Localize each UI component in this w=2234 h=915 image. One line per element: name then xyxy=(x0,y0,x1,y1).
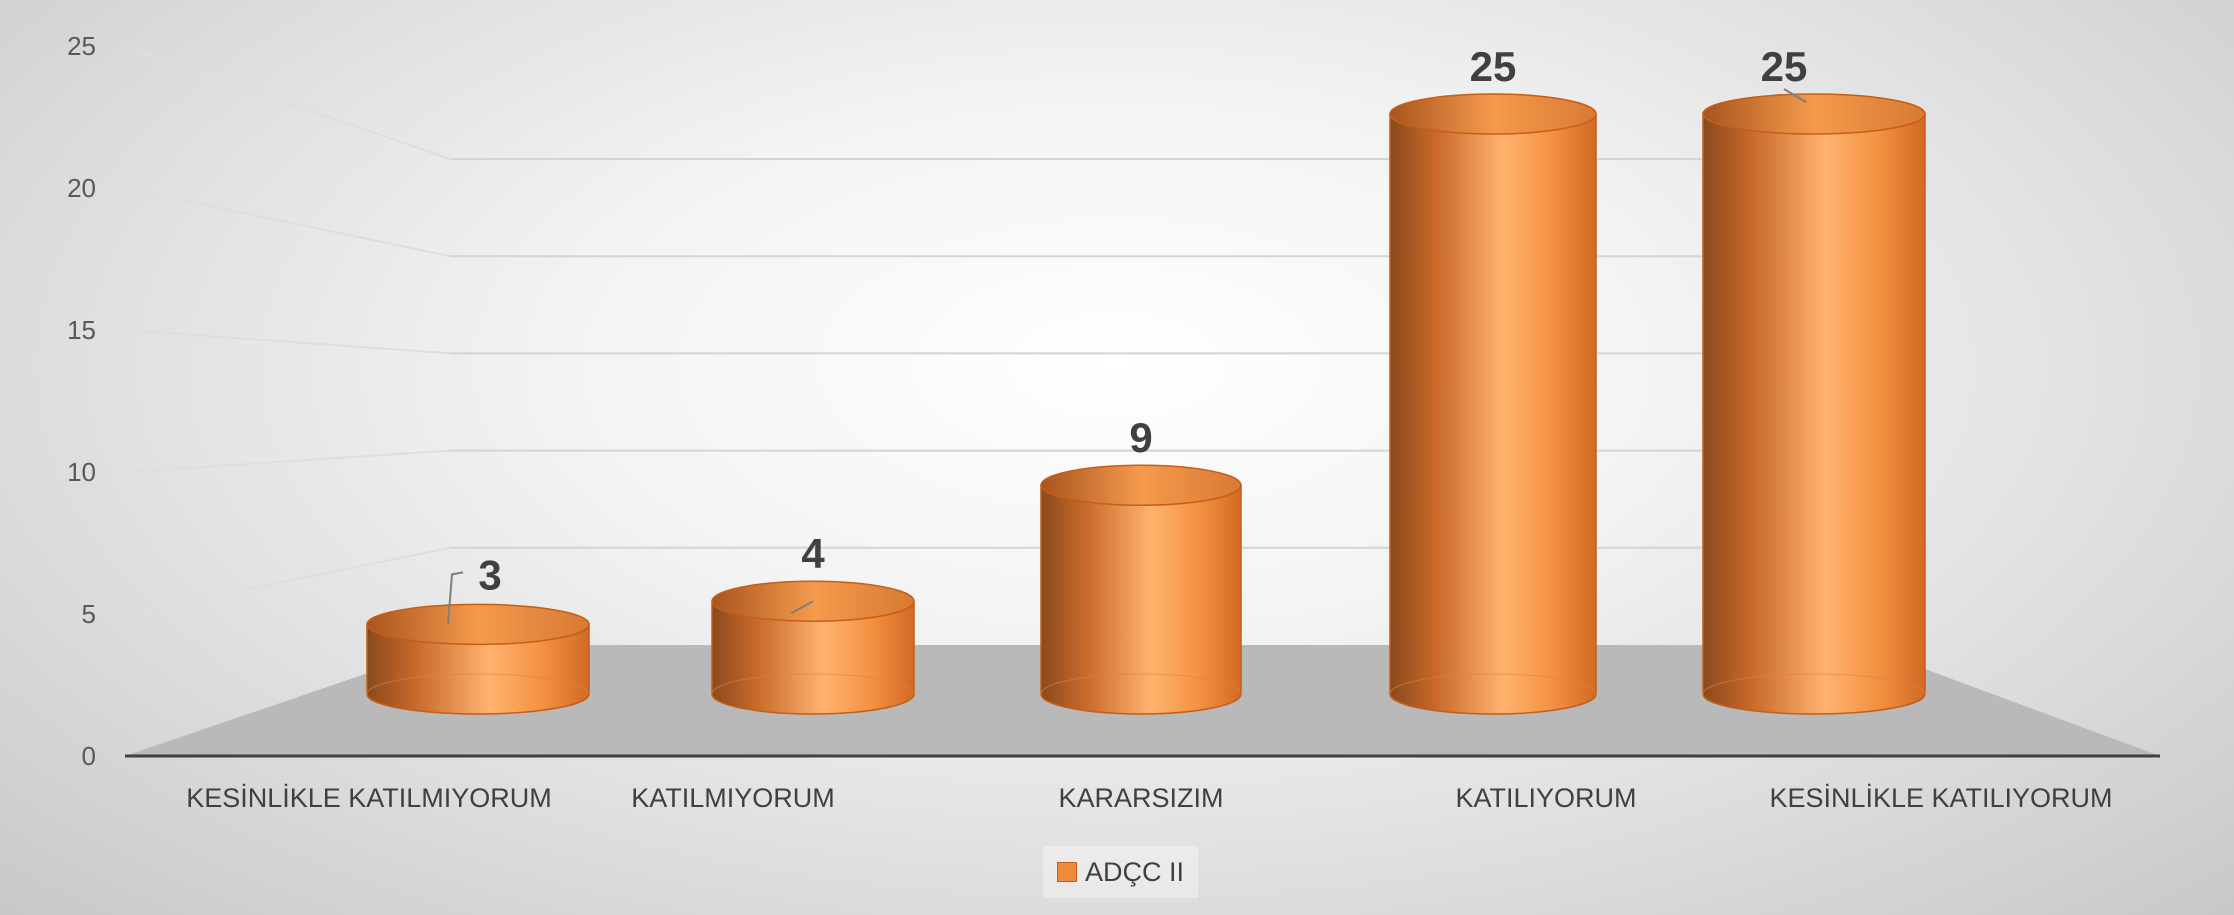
y-tick-label: 15 xyxy=(67,315,96,345)
y-tick-label: 25 xyxy=(67,31,96,61)
labels: 0 5 10 15 20 25 3 4 9 25 25 KESİNLİKLE KATILMIYORUM… xyxy=(67,31,2112,813)
data-label: 25 xyxy=(1761,43,1808,90)
data-label: 9 xyxy=(1129,414,1152,461)
y-tick-label: 20 xyxy=(67,173,96,203)
bar xyxy=(1389,93,1597,715)
data-label: 4 xyxy=(801,530,825,577)
x-category-label: KESİNLİKLE KATILMIYORUM xyxy=(186,782,552,813)
bars xyxy=(366,93,1926,715)
grid-lines xyxy=(124,45,1860,615)
gridline-diagonal xyxy=(124,449,451,473)
legend-entry: ADÇC II xyxy=(1085,856,1185,887)
x-category-label: KARARSIZIM xyxy=(1058,783,1223,813)
gridline-diagonal xyxy=(124,546,451,615)
bar xyxy=(1702,93,1926,715)
gridline-diagonal xyxy=(124,45,451,160)
y-tick-label: 10 xyxy=(67,457,96,487)
x-category-label: KATILIYORUM xyxy=(1455,783,1636,813)
x-category-label: KESİNLİKLE KATILIYORUM xyxy=(1769,782,2112,813)
data-label: 3 xyxy=(478,551,501,598)
y-tick-label: 0 xyxy=(82,741,96,771)
x-category-label: KATILMIYORUM xyxy=(631,783,835,813)
bar xyxy=(711,580,915,715)
data-label: 25 xyxy=(1470,43,1517,90)
y-tick-label: 5 xyxy=(82,599,96,629)
bar xyxy=(366,603,590,715)
bar xyxy=(1040,464,1242,715)
legend: ADÇC II xyxy=(1043,846,1199,898)
gridline-diagonal xyxy=(124,187,451,258)
legend-swatch xyxy=(1057,862,1077,882)
gridline-diagonal xyxy=(124,329,451,355)
